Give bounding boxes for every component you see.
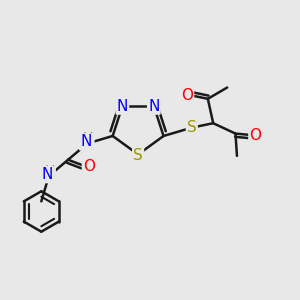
Text: N: N	[42, 167, 53, 182]
Text: H: H	[44, 164, 55, 178]
Text: S: S	[187, 120, 197, 135]
Text: N: N	[80, 134, 92, 149]
Text: N: N	[117, 99, 128, 114]
Text: S: S	[133, 148, 143, 163]
Text: N: N	[148, 99, 160, 114]
Text: O: O	[181, 88, 193, 103]
Text: H: H	[83, 131, 94, 145]
Text: O: O	[249, 128, 261, 142]
Text: O: O	[83, 159, 95, 174]
